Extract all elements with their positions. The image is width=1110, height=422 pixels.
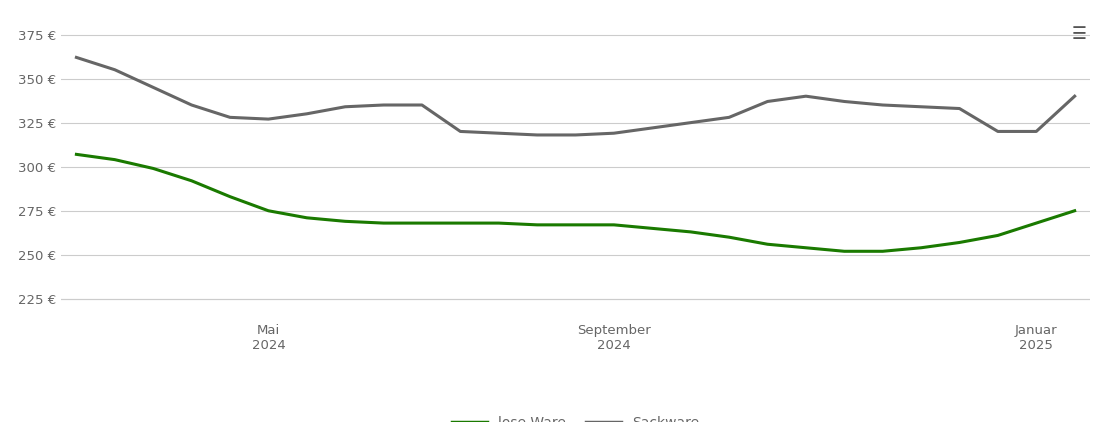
Text: ☰: ☰: [1072, 25, 1087, 43]
Text: September
2024: September 2024: [577, 324, 650, 352]
Legend: lose Ware, Sackware: lose Ware, Sackware: [446, 410, 705, 422]
Text: Mai
2024: Mai 2024: [252, 324, 285, 352]
Text: Januar
2025: Januar 2025: [1015, 324, 1058, 352]
